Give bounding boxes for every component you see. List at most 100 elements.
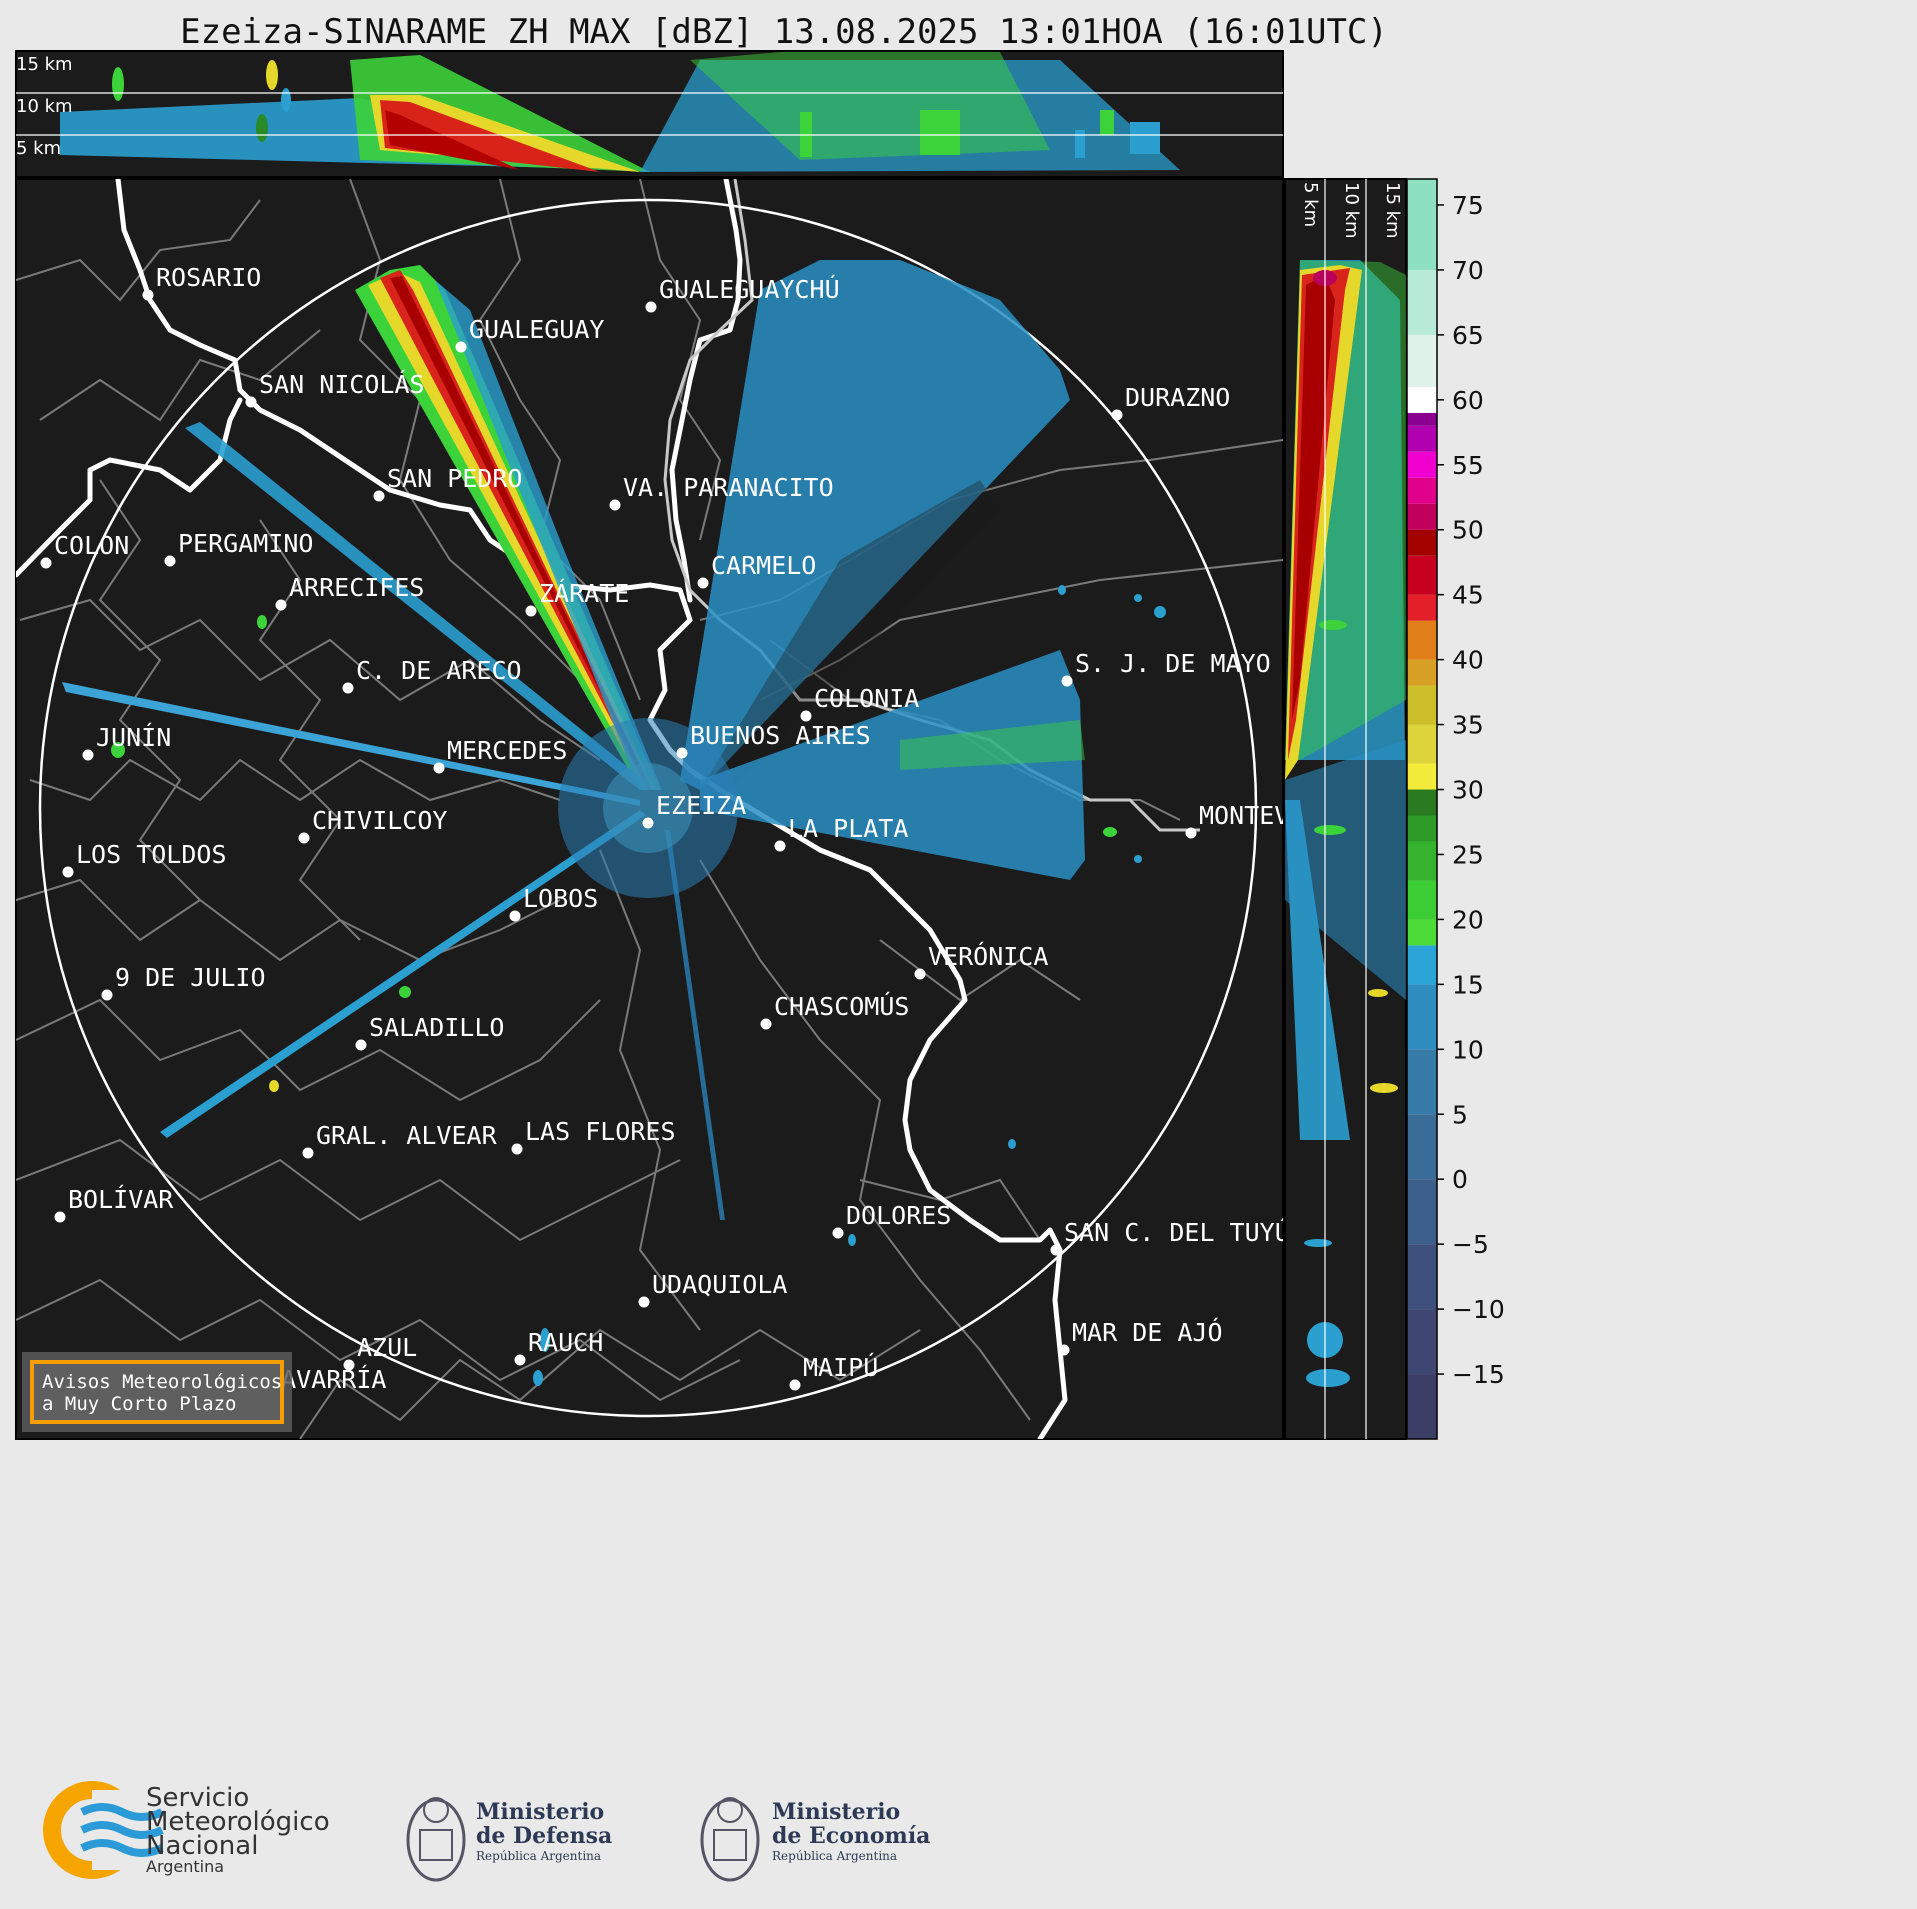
economia-emblem-icon — [700, 1797, 760, 1882]
city-label: MONTEVIDEO — [1199, 801, 1350, 830]
city-label: MERCEDES — [447, 736, 567, 765]
city-label: EZEIZA — [656, 791, 746, 820]
side-height-label-5: 5 km — [1300, 182, 1321, 227]
city-marker — [1061, 675, 1073, 687]
city-label: SAN C. DEL TUYÚ — [1064, 1217, 1290, 1247]
colorbar-tick-label: 35 — [1452, 711, 1484, 740]
colorbar-step — [1407, 880, 1437, 920]
colorbar-step — [1407, 529, 1437, 556]
city-label: MAR DE AJÓ — [1072, 1317, 1223, 1347]
radar-figure: Ezeiza-SINARAME ZH MAX [dBZ] 13.08.2025 … — [0, 12, 1568, 1909]
city-marker — [245, 396, 257, 408]
city-marker — [760, 1018, 772, 1030]
city-marker — [914, 968, 926, 980]
colorbar-tick-label: 60 — [1452, 386, 1484, 415]
city-label: LAS FLORES — [525, 1117, 676, 1146]
smn-line3: Nacional — [146, 1831, 259, 1861]
top-height-label-10: 10 km — [16, 96, 73, 117]
colorbar-step — [1407, 815, 1437, 842]
defensa-line1: Ministerio — [476, 1799, 605, 1825]
city-label: SAN PEDRO — [387, 464, 522, 493]
city-label: GUALEGUAYCHÚ — [659, 274, 840, 304]
city-label: PERGAMINO — [178, 529, 313, 558]
colorbar-step — [1407, 334, 1437, 387]
city-label: DOLORES — [846, 1201, 951, 1230]
city-marker — [101, 989, 113, 1001]
city-marker — [1185, 827, 1197, 839]
city-label: LOBOS — [523, 884, 598, 913]
city-label: VERÓNICA — [928, 941, 1048, 971]
city-marker — [1058, 1344, 1070, 1356]
main-map: ROSARIO GUALEGUAYCHÚ GUALEGUAY SAN NICOLÁS D… — [15, 178, 1350, 1440]
city-marker — [82, 749, 94, 761]
footer-logos: Servicio Meteorológico Nacional Argentin… — [0, 1770, 1568, 1909]
colorbar-step — [1407, 919, 1437, 946]
colorbar-steps — [1407, 179, 1437, 1439]
city-label: COLON — [54, 531, 129, 560]
city-marker — [642, 817, 654, 829]
defensa-line3: República Argentina — [476, 1849, 602, 1863]
city-marker — [832, 1227, 844, 1239]
city-label: GRAL. ALVEAR — [316, 1121, 498, 1150]
city-label: CARMELO — [711, 551, 816, 580]
city-label: DURAZNO — [1125, 383, 1230, 412]
colorbar-step — [1407, 685, 1437, 725]
colorbar-step — [1407, 984, 1437, 1050]
city-label: COLONIA — [814, 684, 919, 713]
city-marker — [609, 499, 621, 511]
colorbar-step — [1407, 1114, 1437, 1180]
colorbar-tick-label: 5 — [1452, 1100, 1468, 1129]
smn-logo-icon — [43, 1781, 164, 1879]
radar-plot: 15 km 10 km 5 km — [15, 50, 1505, 1440]
colorbar-step — [1407, 412, 1437, 426]
economia-line1: Ministerio — [772, 1799, 901, 1825]
top-cross-section: 15 km 10 km 5 km — [15, 50, 1284, 178]
economia-line3: República Argentina — [772, 1849, 898, 1863]
colorbar-tick-label: 45 — [1452, 581, 1484, 610]
colorbar-tick-label: 20 — [1452, 905, 1484, 934]
city-label: AZUL — [357, 1333, 417, 1362]
city-markers: ROSARIO GUALEGUAYCHÚ GUALEGUAY SAN NICOLÁS D… — [40, 263, 1350, 1403]
city-label: RAUCH — [528, 1328, 603, 1357]
figure-title: Ezeiza-SINARAME ZH MAX [dBZ] 13.08.2025 … — [180, 12, 1388, 52]
city-marker — [789, 1379, 801, 1391]
city-marker — [298, 832, 310, 844]
city-label: ARRECIFES — [289, 573, 424, 602]
city-marker — [54, 1211, 66, 1223]
range-ring — [38, 198, 1258, 1418]
city-label: S. J. DE MAYO — [1075, 649, 1271, 678]
city-label: VA. PARANACITO — [623, 473, 834, 502]
colorbar-tick-label: 55 — [1452, 451, 1484, 480]
colorbar-tick-label: 30 — [1452, 776, 1484, 805]
city-marker — [355, 1039, 367, 1051]
colorbar-step — [1407, 425, 1437, 452]
colorbar-step — [1407, 945, 1437, 985]
city-marker — [433, 762, 445, 774]
colorbar-tick-label: −5 — [1452, 1230, 1489, 1259]
city-marker — [800, 710, 812, 722]
defensa-emblem-icon — [406, 1797, 466, 1882]
city-marker — [697, 577, 709, 589]
alert-box[interactable]: Avisos Meteorológicos a Muy Corto Plazo — [22, 1352, 292, 1432]
city-marker — [343, 1359, 355, 1371]
city-label: CHIVILCOY — [312, 806, 447, 835]
city-marker — [514, 1354, 526, 1366]
colorbar-tick-label: 0 — [1452, 1165, 1468, 1194]
city-label: BOLÍVAR — [68, 1185, 174, 1214]
city-marker — [40, 557, 52, 569]
defensa-logo-text: Ministerio de Defensa República Argentin… — [476, 1800, 612, 1864]
smn-line2: Meteorológico — [146, 1807, 330, 1837]
colorbar-step — [1407, 1374, 1437, 1439]
side-height-label-15: 15 km — [1382, 182, 1403, 239]
city-marker — [638, 1296, 650, 1308]
city-label: CHASCOMÚS — [774, 991, 909, 1021]
smn-line1: Servicio — [146, 1783, 250, 1813]
city-marker — [275, 599, 287, 611]
city-marker — [676, 747, 688, 759]
colorbar-step — [1407, 763, 1437, 790]
top-height-label-5: 5 km — [16, 138, 61, 159]
city-label: 9 DE JULIO — [115, 963, 266, 992]
colorbar-tick-label: 15 — [1452, 970, 1484, 999]
colorbar-step — [1407, 503, 1437, 530]
city-marker — [774, 840, 786, 852]
